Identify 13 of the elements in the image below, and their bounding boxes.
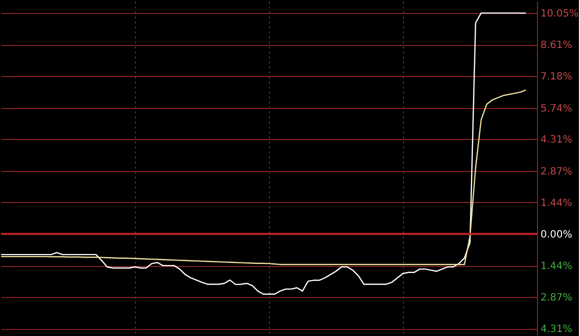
line-series — [1, 12, 526, 295]
y-tick-label: 10.05% — [540, 8, 579, 20]
y-tick-label: 0.00% — [540, 229, 572, 240]
y-tick-label: 1.44% — [540, 261, 572, 272]
y-tick-label: 2.87% — [540, 292, 572, 304]
y-tick-label: 8.61% — [540, 40, 572, 52]
y-tick-label: 5.74% — [540, 103, 572, 114]
y-tick-label: 4.31% — [540, 324, 572, 336]
y-tick-label: 2.87% — [540, 166, 572, 178]
y-tick-label: 4.31% — [540, 134, 572, 146]
line-series — [1, 89, 526, 266]
y-tick-label: 1.44% — [540, 198, 572, 209]
y-tick-label: 7.18% — [540, 72, 572, 83]
